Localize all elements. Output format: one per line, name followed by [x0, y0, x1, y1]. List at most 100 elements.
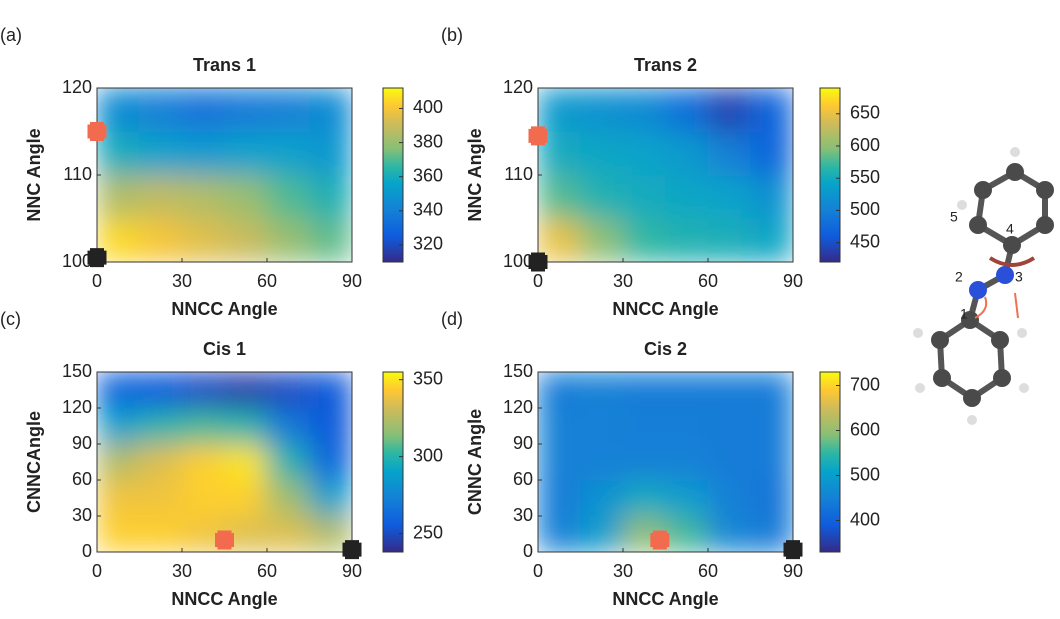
heat-cell — [750, 372, 794, 409]
y-tick-label: 120 — [62, 77, 92, 97]
panel-label: (b) — [441, 25, 463, 45]
colorbar — [383, 372, 403, 552]
panel-label: (a) — [0, 25, 22, 45]
x-axis-label: NNCC Angle — [171, 299, 277, 319]
heat-cell — [708, 408, 752, 445]
x-tick-label: 30 — [172, 271, 192, 291]
y-tick-label: 60 — [513, 469, 533, 489]
heat-cell — [97, 444, 141, 481]
heat-cell — [224, 175, 268, 220]
heat-cell — [97, 175, 141, 220]
heatmap-clip — [97, 372, 353, 553]
heat-cell — [309, 372, 353, 409]
heat-cell — [665, 516, 709, 553]
heat-cell — [580, 131, 624, 176]
x-tick-label: 0 — [92, 561, 102, 581]
heat-cell — [267, 408, 311, 445]
atom-label: 1 — [960, 306, 968, 322]
heatmap — [538, 372, 794, 553]
heat-cell — [750, 131, 794, 176]
heat-cell — [224, 88, 268, 133]
chart-title: Cis 2 — [644, 339, 687, 359]
heat-cell — [708, 444, 752, 481]
heat-cell — [224, 372, 268, 409]
heat-cell — [538, 516, 582, 553]
heat-cell — [580, 372, 624, 409]
heat-cell — [665, 175, 709, 220]
chart-title: Cis 1 — [203, 339, 246, 359]
heat-cell — [139, 408, 183, 445]
heat-cell — [97, 516, 141, 553]
x-tick-label: 30 — [613, 271, 633, 291]
heat-cell — [665, 372, 709, 409]
x-axis-label: NNCC Angle — [612, 299, 718, 319]
heat-cell — [267, 372, 311, 409]
heat-cell — [224, 444, 268, 481]
y-axis-label: NNC Angle — [24, 128, 44, 221]
heat-cell — [224, 408, 268, 445]
x-tick-label: 90 — [342, 561, 362, 581]
heat-cell — [708, 218, 752, 263]
colorbar-tick-label: 550 — [850, 167, 880, 187]
heat-cell — [97, 372, 141, 409]
x-tick-label: 60 — [698, 271, 718, 291]
y-tick-label: 150 — [503, 361, 533, 381]
heat-cell — [538, 480, 582, 517]
heat-cell — [267, 516, 311, 553]
heat-cell — [267, 480, 311, 517]
heat-cell — [97, 480, 141, 517]
y-tick-label: 90 — [513, 433, 533, 453]
x-axis-label: NNCC Angle — [612, 589, 718, 609]
heat-cell — [665, 480, 709, 517]
heat-cell — [580, 516, 624, 553]
chart-title: Trans 1 — [193, 55, 256, 75]
y-tick-label: 100 — [62, 251, 92, 271]
colorbar-tick-label: 360 — [413, 165, 443, 185]
colorbar-tick-label: 250 — [413, 522, 443, 542]
y-tick-label: 0 — [523, 541, 533, 561]
heat-cell — [538, 372, 582, 409]
heat-cell — [538, 408, 582, 445]
heat-cell — [623, 372, 667, 409]
marker — [88, 122, 107, 141]
x-tick-label: 60 — [257, 271, 277, 291]
atom-label: 5 — [950, 209, 958, 225]
heat-cell — [665, 88, 709, 133]
heat-cell — [139, 480, 183, 517]
y-tick-label: 0 — [82, 541, 92, 561]
colorbar-tick-label: 450 — [850, 231, 880, 251]
heat-cell — [182, 218, 226, 263]
heat-cell — [139, 175, 183, 220]
heat-cell — [665, 131, 709, 176]
y-tick-label: 30 — [72, 505, 92, 525]
heat-cell — [665, 218, 709, 263]
heat-cell — [708, 372, 752, 409]
heat-cell — [538, 175, 582, 220]
heat-cell — [139, 218, 183, 263]
heat-cell — [750, 88, 794, 133]
y-tick-label: 110 — [63, 164, 92, 184]
atom-label: 2 — [955, 269, 963, 285]
colorbar-tick-label: 340 — [413, 200, 443, 220]
y-tick-label: 120 — [503, 77, 533, 97]
heat-cell — [750, 218, 794, 263]
heat-cell — [309, 218, 353, 263]
heat-cell — [623, 480, 667, 517]
heatmap — [97, 88, 353, 263]
heatmap — [97, 372, 353, 553]
heat-cell — [580, 175, 624, 220]
heat-cell — [182, 480, 226, 517]
heat-cell — [708, 131, 752, 176]
heat-cell — [750, 444, 794, 481]
x-tick-label: 90 — [783, 271, 803, 291]
heat-cell — [708, 516, 752, 553]
atom-label: 3 — [1015, 269, 1023, 285]
heatmap-clip — [538, 372, 794, 553]
x-tick-label: 30 — [172, 561, 192, 581]
colorbar-tick-label: 400 — [413, 97, 443, 117]
heat-cell — [623, 408, 667, 445]
colorbar — [820, 372, 840, 552]
marker — [88, 248, 107, 267]
colorbar-tick-label: 320 — [413, 234, 443, 254]
heat-cell — [623, 444, 667, 481]
